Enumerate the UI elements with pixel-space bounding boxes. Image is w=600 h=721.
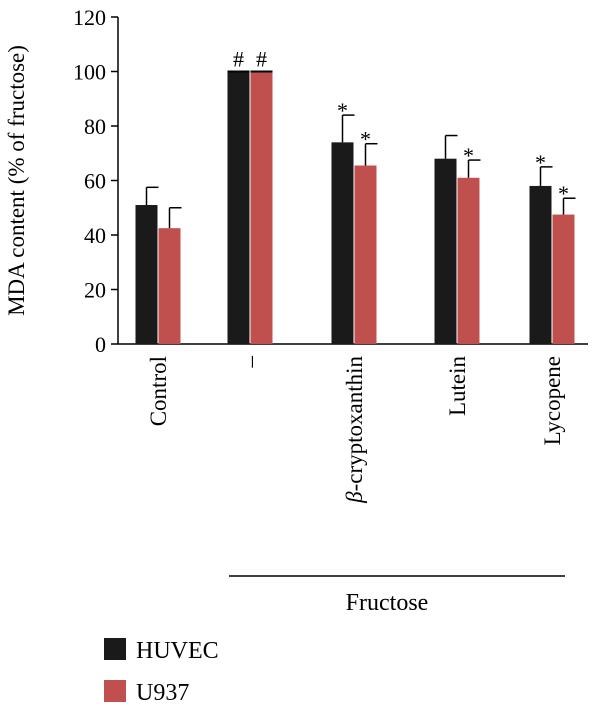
y-tick-label: 20 (84, 278, 106, 303)
bar-huvec (135, 205, 158, 344)
legend-label: HUVEC (136, 638, 219, 664)
legend-swatch (104, 638, 126, 660)
y-tick-label: 0 (95, 332, 106, 357)
bar-u937 (354, 165, 377, 344)
bar-huvec (434, 158, 457, 344)
bar-huvec (529, 185, 552, 344)
significance-mark: * (337, 98, 348, 123)
bar-u937 (457, 177, 480, 344)
category-label: Control (146, 356, 171, 426)
bar-u937 (158, 228, 181, 344)
y-axis-title: MDA content (% of fructose) (4, 45, 29, 316)
significance-mark: * (360, 127, 371, 152)
category-group: Fructose (229, 575, 565, 616)
group-label: Fructose (346, 590, 429, 616)
chart-legend: HUVEC U937 (104, 638, 219, 706)
chart-axes: 0 20 40 60 80 100 120 MDA content (% of fructos… (4, 5, 588, 357)
y-tick-label: 60 (84, 169, 106, 194)
significance-mark: # (256, 47, 267, 72)
category-label: β-cryptoxanthin (342, 356, 367, 504)
significance-mark: * (463, 143, 474, 168)
significance-mark: # (233, 47, 244, 72)
bar-huvec (331, 142, 354, 344)
y-tick-label: 100 (73, 60, 106, 85)
chart-category-labels: Control – β-cryptoxanthin Lutein Lycopene (146, 356, 565, 504)
bar-u937 (250, 71, 273, 344)
category-label: Lycopene (540, 356, 565, 445)
chart-bars: # * * # * * * (135, 47, 576, 344)
significance-mark: * (558, 181, 569, 206)
y-tick-label: 40 (84, 223, 106, 248)
significance-mark: * (535, 150, 546, 175)
legend-swatch (104, 680, 126, 702)
bar-huvec (227, 71, 250, 344)
category-label: – (238, 356, 263, 369)
category-label: Lutein (445, 356, 470, 417)
legend-label: U937 (136, 680, 189, 706)
y-tick-label: 120 (73, 5, 106, 30)
y-tick-label: 80 (84, 114, 106, 139)
bar-u937 (552, 214, 575, 344)
